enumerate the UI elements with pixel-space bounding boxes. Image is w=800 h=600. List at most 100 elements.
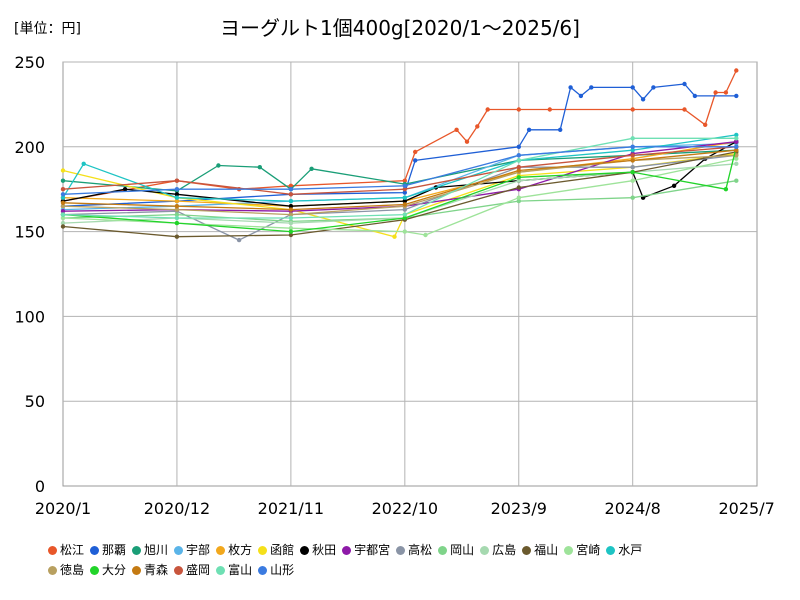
data-point [288, 215, 294, 221]
data-point [516, 178, 521, 183]
legend-item: 青森 [132, 560, 168, 580]
data-point [174, 198, 180, 204]
data-point [174, 187, 180, 192]
data-point [288, 192, 294, 197]
data-point [516, 185, 521, 190]
data-point [60, 204, 66, 209]
legend-item: 大分 [90, 560, 126, 580]
data-point [174, 192, 180, 197]
legend-marker-icon [48, 565, 57, 575]
data-point [402, 207, 407, 212]
data-point [516, 195, 521, 200]
data-point [413, 158, 418, 163]
legend-label: 松江 [60, 543, 85, 557]
data-point [288, 207, 294, 212]
series-line [62, 134, 737, 202]
series-line [62, 152, 737, 238]
legend-marker-icon [90, 565, 100, 575]
legend-item: 函館 [258, 540, 294, 560]
legend-item: 徳島 [48, 560, 84, 580]
legend-item: 宮崎 [564, 540, 600, 560]
data-point [651, 85, 656, 90]
x-tick-label: 2021/11 [258, 499, 324, 518]
x-tick-label: 2023/9 [491, 499, 547, 518]
y-tick-label: 200 [14, 138, 45, 157]
data-point [485, 107, 490, 112]
data-point [81, 161, 86, 166]
data-point [402, 198, 407, 204]
data-point [734, 68, 739, 73]
data-point [174, 234, 180, 239]
data-point [454, 127, 459, 132]
y-tick-label: 0 [35, 477, 45, 496]
data-point [516, 198, 521, 204]
data-point [288, 229, 294, 234]
data-point [464, 139, 470, 144]
data-point [734, 178, 739, 183]
series-line [62, 70, 737, 202]
data-point [402, 202, 407, 207]
data-point [392, 234, 397, 239]
data-point [558, 127, 563, 132]
data-point [60, 224, 66, 229]
legend-label: 水戸 [618, 543, 643, 557]
legend-marker-icon [564, 545, 574, 555]
legend-marker-icon [258, 565, 268, 575]
legend-label: 徳島 [60, 563, 85, 577]
data-point [60, 168, 66, 173]
legend-label: 福山 [534, 543, 559, 557]
legend-item: 岡山 [438, 540, 474, 560]
data-point [526, 127, 532, 132]
data-point [630, 144, 635, 149]
data-point [630, 85, 635, 90]
legend-label: 那覇 [102, 543, 127, 557]
series-line [62, 146, 737, 233]
legend: 松江 那覇 旭川 宇部 枚方 函館 秋田 宇都宮 高松 岡山 広島 福山 宮崎 水戸 徳島 大分 青森 盛岡 富山 山… [48, 540, 788, 580]
data-point [60, 200, 66, 205]
data-point [60, 212, 66, 217]
data-point [682, 107, 687, 112]
legend-marker-icon [438, 545, 448, 555]
data-point [60, 195, 66, 200]
legend-marker-icon [174, 545, 184, 555]
legend-marker-icon [48, 545, 57, 555]
unit-label: [単位：円] [14, 21, 81, 37]
data-point [734, 153, 739, 158]
data-point [640, 97, 646, 102]
data-point [630, 136, 635, 141]
legend-label: 枚方 [228, 543, 253, 557]
legend-item: 松江 [48, 540, 84, 560]
data-point [236, 237, 242, 243]
data-point [288, 198, 294, 204]
legend-label: 青森 [144, 563, 169, 577]
data-point [682, 81, 687, 87]
legend-item: 福山 [522, 540, 558, 560]
data-point [734, 156, 739, 161]
data-point [60, 192, 66, 197]
legend-label: 旭川 [144, 543, 169, 557]
legend-marker-icon [300, 545, 310, 555]
data-point [402, 215, 407, 221]
data-point [516, 158, 521, 163]
data-point [60, 209, 66, 214]
data-point [288, 232, 294, 238]
legend-marker-icon [174, 565, 184, 575]
legend-label: 盛岡 [186, 563, 211, 577]
data-point [516, 144, 521, 149]
y-tick-label: 100 [14, 307, 45, 326]
data-point [734, 93, 739, 99]
legend-item: 水戸 [606, 540, 642, 560]
legend-item: 広島 [480, 540, 516, 560]
legend-row: 徳島 大分 青森 盛岡 富山 山形 [48, 560, 788, 580]
data-point [734, 132, 739, 138]
data-point [257, 165, 262, 170]
legend-item: 枚方 [216, 540, 252, 560]
data-point [288, 204, 294, 209]
data-point [60, 187, 66, 192]
legend-item: 盛岡 [174, 560, 210, 580]
legend-item: 宇都宮 [342, 540, 390, 560]
legend-label: 富山 [228, 563, 253, 577]
series-line [62, 154, 737, 241]
data-point [402, 212, 407, 217]
